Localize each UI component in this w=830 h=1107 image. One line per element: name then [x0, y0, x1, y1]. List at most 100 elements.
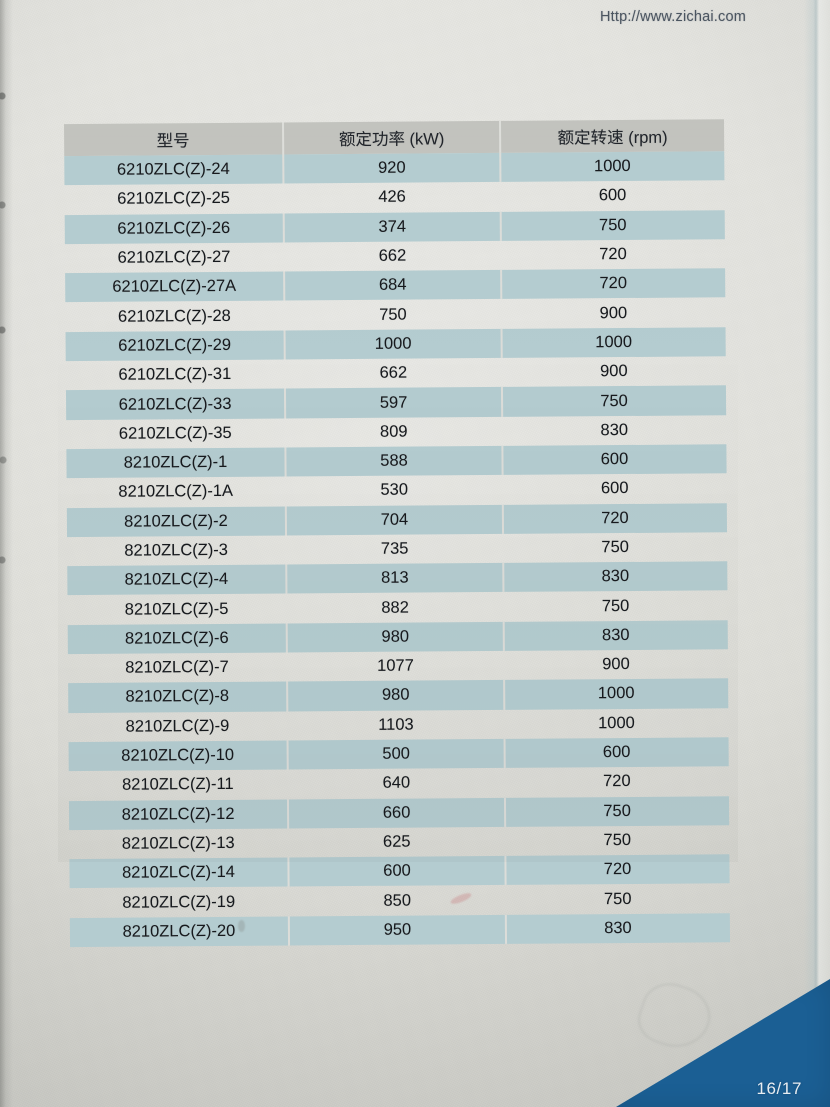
cell-power: 500	[287, 738, 505, 770]
table-row: 6210ZLC(Z)-27 662 720	[65, 239, 725, 273]
cell-power: 980	[286, 621, 504, 653]
cell-model: 8210ZLC(Z)-11	[121, 775, 234, 795]
table-row: 6210ZLC(Z)-24 920 1000	[64, 151, 725, 186]
cell-power: 426	[378, 188, 406, 207]
table-row: 8210ZLC(Z)-8 980 1000	[68, 678, 729, 713]
cell-speed: 750	[603, 889, 632, 908]
cell-power: 625	[382, 832, 411, 851]
cell-model: 8210ZLC(Z)-1	[66, 447, 286, 479]
cell-speed: 720	[603, 772, 631, 791]
cell-power: 374	[283, 211, 501, 243]
site-url-text: Http://www.zichai.com	[600, 9, 747, 25]
cell-speed: 750	[500, 209, 725, 241]
cell-speed: 750	[501, 385, 727, 417]
cell-speed: 830	[505, 912, 731, 944]
table-header: 型号 额定功率 (kW) 额定转速 (rpm)	[64, 119, 725, 157]
cell-model: 6210ZLC(Z)-35	[118, 423, 232, 443]
cell-speed: 830	[503, 620, 728, 651]
engine-specification-table: 型号 额定功率 (kW) 额定转速 (rpm) 6210ZLC(Z)-24 920…	[64, 119, 731, 948]
cell-model: 6210ZLC(Z)-27A	[65, 271, 285, 303]
table-row: 6210ZLC(Z)-31 662 900	[66, 356, 726, 390]
table-row: 6210ZLC(Z)-35 809 830	[66, 415, 726, 449]
table-row: 8210ZLC(Z)-12 660 750	[68, 795, 730, 830]
cell-power: 750	[379, 305, 407, 324]
cell-model: 6210ZLC(Z)-31	[118, 365, 232, 384]
table-row: 8210ZLC(Z)-7 1077 900	[68, 649, 728, 683]
cell-model: 6210ZLC(Z)-28	[117, 306, 231, 326]
cell-power: 600	[288, 856, 506, 887]
cell-power: 980	[287, 680, 505, 712]
cell-model: 8210ZLC(Z)-9	[125, 716, 230, 736]
cell-model: 8210ZLC(Z)-3	[124, 540, 229, 560]
cell-model: 6210ZLC(Z)-29	[65, 330, 285, 362]
cell-power: 809	[379, 422, 408, 441]
cell-speed: 1000	[500, 151, 725, 183]
cell-speed: 750	[603, 830, 632, 850]
cell-model: 8210ZLC(Z)-8	[68, 681, 288, 713]
table-row: 8210ZLC(Z)-3 735 750	[67, 532, 727, 566]
cell-speed: 750	[504, 795, 730, 827]
cell-speed: 720	[501, 268, 726, 300]
table-row: 8210ZLC(Z)-1 588 600	[66, 444, 727, 479]
cell-speed: 900	[599, 303, 628, 322]
table-row: 8210ZLC(Z)-4 813 830	[67, 561, 728, 596]
cell-model: 8210ZLC(Z)-12	[68, 799, 289, 830]
cell-model: 8210ZLC(Z)-19	[122, 892, 236, 912]
cell-power: 597	[284, 387, 503, 419]
cell-model: 8210ZLC(Z)-4	[67, 564, 287, 596]
cell-speed: 900	[600, 362, 628, 381]
cell-speed: 600	[504, 737, 729, 769]
column-header-power: 额定功率 (kW)	[283, 120, 501, 155]
cell-model: 6210ZLC(Z)-25	[117, 189, 231, 209]
table-row: 8210ZLC(Z)-6 980 830	[67, 620, 728, 655]
column-header-speed: 额定转速 (rpm)	[500, 119, 725, 153]
cell-model: 8210ZLC(Z)-10	[68, 740, 288, 772]
cell-speed: 900	[602, 655, 630, 674]
table-row: 8210ZLC(Z)-1A 530 600	[67, 474, 727, 508]
cell-speed: 750	[601, 596, 630, 615]
table-row: 8210ZLC(Z)-11 640 720	[69, 766, 729, 800]
cell-power: 1077	[377, 656, 414, 676]
cell-speed: 720	[502, 502, 728, 534]
cell-model: 8210ZLC(Z)-20	[69, 916, 290, 948]
table-row: 8210ZLC(Z)-20 950 830	[69, 912, 731, 948]
cell-model: 6210ZLC(Z)-26	[64, 213, 284, 245]
cell-speed: 720	[599, 245, 627, 264]
cell-power: 588	[285, 445, 503, 477]
table-row: 8210ZLC(Z)-14 600 720	[69, 854, 730, 889]
cell-power: 1103	[378, 715, 414, 734]
table-row: 8210ZLC(Z)-2 704 720	[66, 502, 728, 537]
table-row: 6210ZLC(Z)-25 426 600	[64, 181, 724, 215]
cell-speed: 600	[600, 479, 629, 498]
cell-power: 704	[285, 504, 504, 536]
cell-speed: 600	[502, 444, 727, 476]
cell-power: 735	[380, 539, 409, 558]
cell-power: 950	[288, 914, 507, 946]
cell-model: 6210ZLC(Z)-24	[64, 154, 284, 186]
cell-model: 6210ZLC(Z)-33	[65, 388, 286, 420]
cell-power: 813	[286, 563, 504, 594]
cell-model: 8210ZLC(Z)-1A	[118, 482, 234, 502]
cell-power: 882	[381, 598, 409, 617]
cell-power: 530	[380, 481, 409, 500]
cell-model: 8210ZLC(Z)-14	[69, 857, 289, 889]
cell-power: 660	[287, 797, 506, 829]
table-row: 8210ZLC(Z)-13 625 750	[69, 825, 729, 859]
column-header-model: 型号	[64, 122, 284, 157]
cell-speed: 1000	[504, 678, 729, 710]
cell-model: 6210ZLC(Z)-27	[117, 247, 231, 267]
cell-speed: 830	[503, 561, 728, 593]
cell-power: 684	[284, 270, 502, 301]
table-row: 8210ZLC(Z)-10 500 600	[68, 737, 729, 772]
table-body: 6210ZLC(Z)-24 920 1000 6210ZLC(Z)-25 426 600 6…	[64, 151, 731, 948]
table-row: 6210ZLC(Z)-28 750 900	[65, 298, 725, 332]
cell-power: 662	[379, 363, 408, 383]
cell-model: 8210ZLC(Z)-2	[66, 506, 287, 537]
table-row: 6210ZLC(Z)-27A 684 720	[65, 268, 726, 303]
cell-model: 8210ZLC(Z)-7	[125, 658, 229, 677]
page-number: 16/17	[756, 1079, 802, 1098]
table-row: 6210ZLC(Z)-33 597 750	[65, 385, 727, 420]
cell-speed: 1000	[501, 327, 726, 358]
cell-speed: 600	[598, 186, 627, 205]
